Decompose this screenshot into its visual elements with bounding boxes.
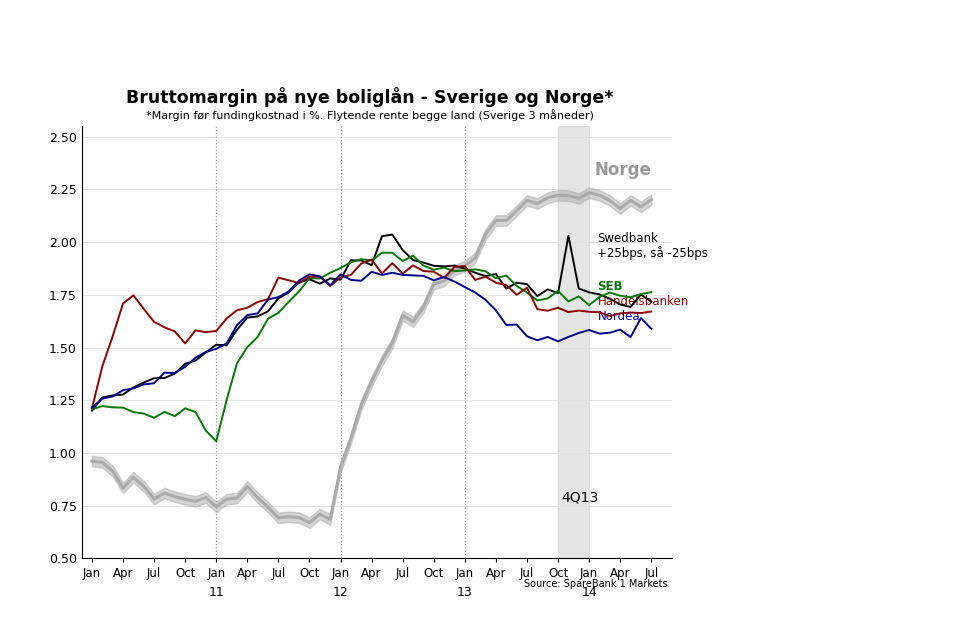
Text: Bruttomargin på nye boliglån - Sverige og Norge*: Bruttomargin på nye boliglån - Sverige o… xyxy=(126,87,613,107)
Bar xyxy=(558,126,589,558)
Text: *Margin før fundingkostnad i %. Flytende rente begge land (Sverige 3 måneder): *Margin før fundingkostnad i %. Flytende… xyxy=(146,109,593,121)
Text: SEB: SEB xyxy=(597,280,623,293)
Text: 25/11/2013: 25/11/2013 xyxy=(436,605,524,620)
Text: Handelsbanken: Handelsbanken xyxy=(597,295,688,308)
Text: 4Q13: 4Q13 xyxy=(562,491,598,505)
Text: 12: 12 xyxy=(333,586,348,599)
Text: Norge: Norge xyxy=(594,161,651,179)
Text: 19: 19 xyxy=(21,605,40,620)
Text: Source: SpareBank 1 Markets: Source: SpareBank 1 Markets xyxy=(523,579,667,589)
Text: 13: 13 xyxy=(457,586,472,599)
Text: +25bps, så -25bps: +25bps, så -25bps xyxy=(597,246,708,261)
Text: Swedbank: Swedbank xyxy=(597,232,659,245)
Text: …etter at de tre andre bankene ikke fulgte etter, men nivå trekker sakte opp: …etter at de tre andre bankene ikke fulg… xyxy=(12,57,603,74)
Text: (initiert etter 25% gulv boligvekter): (initiert etter 25% gulv boligvekter) xyxy=(564,9,828,25)
Text: Nordea: Nordea xyxy=(597,310,640,322)
Text: 14: 14 xyxy=(581,586,597,599)
Text: 11: 11 xyxy=(208,586,224,599)
Text: Swedbank reverserer oppgangen i boligrente på 0.25%: Swedbank reverserer oppgangen i boligren… xyxy=(12,9,682,33)
